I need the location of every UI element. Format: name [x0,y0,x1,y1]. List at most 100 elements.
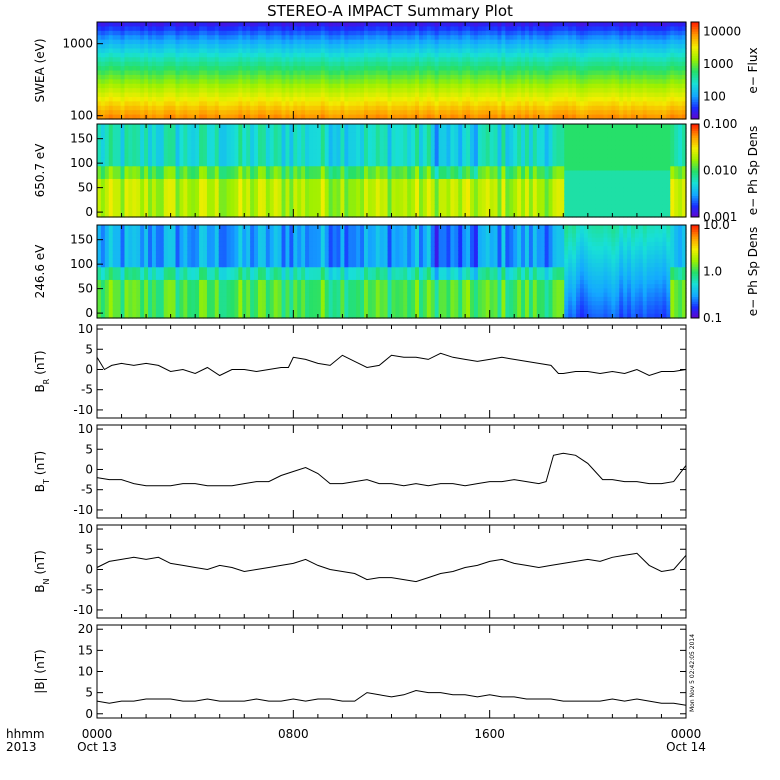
spectrogram-cells [97,124,687,218]
spectrogram-cell [638,110,644,116]
spectrogram-cell [328,61,334,67]
spectrogram-cell [257,200,263,205]
spectrogram-cell [257,136,263,142]
spectrogram-cell [108,44,114,50]
spectrogram-cell [301,105,306,111]
spectrogram-cell [195,88,200,94]
spectrogram-cell [462,88,467,94]
spectrogram-cell [458,35,463,41]
spectrogram-cell [171,110,177,116]
spectrogram-cell [615,92,620,98]
spectrogram-cell [159,92,165,98]
spectrogram-cell [309,208,314,214]
spectrogram-cell [485,26,491,32]
spectrogram-cell [642,83,648,89]
spectrogram-cell [650,57,656,63]
spectrogram-cell [595,26,601,32]
spectrogram-cell [481,35,487,41]
spectrogram-cell [489,83,495,89]
spectrogram-cell [285,35,291,41]
spectrogram-cell [159,183,165,189]
spectrogram-cell [187,149,192,155]
spectrogram-cell [399,105,404,111]
spectrogram-cell [371,132,377,138]
spectrogram-cell [450,88,455,94]
spectrogram-cell [140,105,145,111]
spectrogram-cell [273,57,279,63]
spectrogram-cell [199,48,204,54]
spectrogram-cell [438,96,444,102]
spectrogram-cell [305,105,310,111]
spectrogram-cell [140,170,145,176]
spectrogram-cell [411,44,416,50]
spectrogram-cell [269,79,275,85]
spectrogram-cell [183,88,188,94]
spectrogram-cell [638,35,644,41]
spectrogram-cell [324,88,330,94]
spectrogram-cell [163,136,169,142]
spectrogram-cell [450,61,455,67]
spectrogram-cell [214,132,220,138]
spectrogram-cell [155,136,161,142]
spectrogram-cell [631,101,636,107]
spectrogram-cell [316,191,322,197]
spectrogram-cell [120,92,126,98]
spectrogram-cell [132,79,137,85]
spectrogram-cell [316,22,322,28]
spectrogram-cell [132,105,137,111]
spectrogram-cell [246,183,251,189]
spectrogram-cell [293,48,298,54]
spectrogram-cell [312,66,318,72]
spectrogram-cell [466,26,471,32]
spectrogram-cell [540,30,546,36]
spectrogram-cell [364,162,369,167]
spectrogram-cell [195,30,200,36]
spectrogram-cell [195,66,200,72]
spectrogram-cell [124,132,130,138]
spectrogram-cell [375,195,381,201]
spectrogram-cell [513,83,518,89]
colorbar-swatch [691,58,699,62]
spectrogram-cell [128,174,133,180]
spectrogram-cell [218,61,224,67]
spectrogram-cell [289,183,294,189]
spectrogram-cell [293,30,298,36]
spectrogram-cell [521,70,526,76]
spectrogram-cell [155,174,161,180]
spectrogram-cell [536,44,542,50]
spectrogram-cell [301,66,306,72]
spectrogram-cell [218,44,224,50]
spectrogram-cell [666,35,671,41]
spectrogram-cell [564,52,569,58]
spectrogram-cell [391,101,397,107]
spectrogram-cell [159,174,165,180]
spectrogram-cell [265,35,271,41]
spectrogram-cell [242,157,247,163]
spectrogram-cell [218,157,224,163]
spectrogram-cell [250,191,255,197]
spectrogram-cell [281,128,287,134]
spectrogram-cell [222,166,228,172]
spectrogram-cell [250,88,255,94]
spectrogram-cell [356,101,361,107]
spectrogram-cell [155,105,161,111]
spectrogram-cell [183,52,188,58]
spectrogram-cell [132,212,137,218]
spectrogram-cell [297,74,302,80]
spectrogram-cell [163,195,169,201]
spectrogram-cell [104,52,110,58]
spectrogram-cell [242,88,247,94]
spectrogram-cell [528,110,534,116]
spectrogram-cell [462,96,467,102]
spectrogram-cell [662,57,667,63]
spectrogram-cell [332,88,338,94]
spectrogram-cell [340,44,345,50]
spectrogram-cell [552,88,558,94]
spectrogram-cell [634,26,640,32]
spectrogram-cell [438,26,444,32]
spectrogram-cell [234,187,239,193]
spectrogram-cell [509,44,514,50]
spectrogram-cell [320,166,326,172]
spectrogram-cell [218,48,224,54]
spectrogram-cell [124,39,130,45]
